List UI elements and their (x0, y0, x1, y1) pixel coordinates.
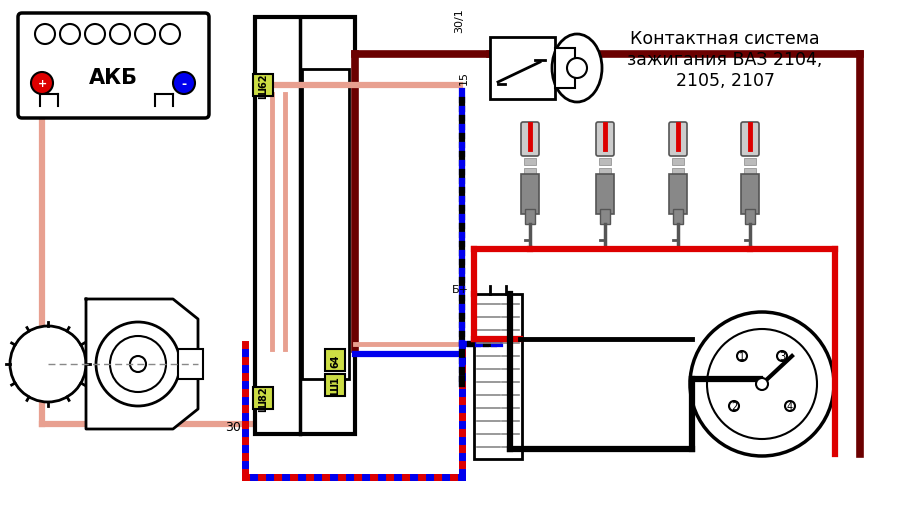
Text: Ш82: Ш82 (258, 385, 268, 411)
Text: 1: 1 (739, 351, 745, 361)
Text: 64: 64 (330, 354, 340, 367)
Circle shape (85, 25, 105, 45)
Circle shape (31, 73, 53, 95)
Text: 15: 15 (459, 71, 469, 85)
Circle shape (756, 378, 768, 390)
Text: 4: 4 (787, 401, 793, 411)
Text: -: - (182, 77, 186, 90)
Bar (253, 75, 273, 97)
Circle shape (96, 322, 180, 406)
Circle shape (777, 351, 787, 361)
FancyBboxPatch shape (596, 123, 614, 157)
Bar (40, 88, 58, 100)
Circle shape (60, 25, 80, 45)
Bar (524, 159, 536, 165)
Circle shape (130, 356, 146, 372)
Bar (599, 168, 611, 176)
Bar (555, 49, 575, 89)
Bar (744, 159, 756, 165)
Bar (672, 159, 684, 165)
Polygon shape (86, 299, 198, 429)
Bar (253, 387, 273, 409)
Bar (525, 210, 535, 224)
Circle shape (173, 73, 195, 95)
Circle shape (110, 336, 166, 392)
Bar (669, 175, 687, 215)
Bar (474, 294, 522, 459)
Circle shape (707, 329, 817, 439)
Bar (744, 168, 756, 176)
Text: 2: 2 (731, 401, 737, 411)
Bar (255, 18, 355, 434)
Bar (599, 159, 611, 165)
Bar (745, 210, 755, 224)
Circle shape (160, 25, 180, 45)
Circle shape (35, 25, 55, 45)
FancyBboxPatch shape (521, 123, 539, 157)
Circle shape (567, 59, 587, 79)
Text: +: + (38, 79, 47, 89)
Circle shape (690, 313, 834, 456)
Bar (302, 70, 349, 379)
Text: Контактная система
зажигания ВАЗ 2104,
2105, 2107: Контактная система зажигания ВАЗ 2104, 2… (627, 30, 823, 90)
Bar (155, 88, 173, 100)
Bar (325, 374, 345, 396)
Bar (741, 175, 759, 215)
Bar (600, 210, 610, 224)
Bar (178, 349, 203, 379)
Circle shape (110, 25, 130, 45)
Text: 30: 30 (225, 420, 241, 434)
Circle shape (785, 401, 795, 411)
Circle shape (729, 401, 739, 411)
Bar (524, 168, 536, 176)
Bar (672, 168, 684, 176)
Circle shape (135, 25, 155, 45)
Bar (596, 175, 614, 215)
FancyBboxPatch shape (741, 123, 759, 157)
Text: 3: 3 (778, 351, 785, 361)
Bar (490, 38, 555, 100)
Text: АКБ: АКБ (88, 68, 138, 88)
FancyBboxPatch shape (669, 123, 687, 157)
FancyBboxPatch shape (18, 14, 209, 119)
Bar (521, 175, 539, 215)
Bar (673, 210, 683, 224)
Text: Ш1: Ш1 (330, 376, 340, 394)
Text: Ш62: Ш62 (258, 73, 268, 99)
Circle shape (737, 351, 747, 361)
Text: Б+: Б+ (452, 285, 469, 294)
Ellipse shape (552, 35, 602, 103)
Circle shape (10, 326, 86, 402)
Bar (325, 349, 345, 371)
Text: 30/1: 30/1 (454, 8, 464, 33)
